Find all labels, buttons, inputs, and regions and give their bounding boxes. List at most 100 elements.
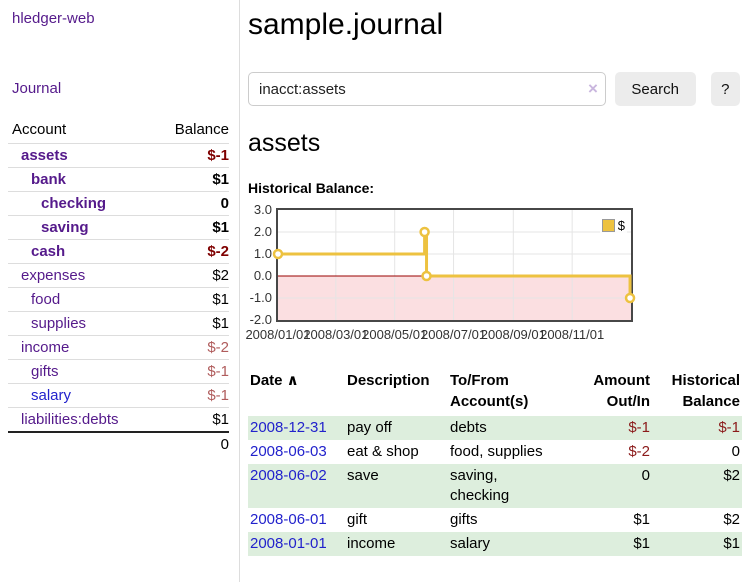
page-title: sample.journal: [248, 8, 444, 41]
transaction-date-link[interactable]: 2008-01-01: [250, 535, 327, 552]
transaction-row[interactable]: 2008-01-01 income salary $1 $1: [248, 532, 742, 556]
x-axis-tick-label: 2008/03/01: [303, 327, 369, 342]
account-row: salary $-1: [8, 383, 229, 408]
register-header-row: Date ∧ Description To/From Account(s) Amoun…: [248, 368, 742, 416]
x-axis-tick-label: 2008/07/01: [420, 327, 487, 342]
transaction-accounts: gifts: [450, 511, 478, 528]
register-column-header[interactable]: Historical Balance: [671, 372, 740, 410]
account-link[interactable]: income: [21, 339, 70, 356]
legend-swatch-icon: [601, 219, 615, 232]
transaction-amount: $1: [633, 535, 650, 552]
account-balance: $-1: [152, 383, 229, 408]
account-link[interactable]: assets: [21, 147, 68, 164]
register-column-header[interactable]: Description: [347, 372, 430, 389]
account-balance: 0: [152, 191, 229, 216]
chart-series-line: [272, 210, 636, 320]
search-input[interactable]: [248, 72, 606, 106]
account-link[interactable]: liabilities:debts: [21, 410, 119, 428]
account-link[interactable]: supplies: [31, 315, 87, 332]
x-axis-tick-label: 2008/11/01: [540, 327, 605, 342]
account-balance: $2: [152, 263, 229, 288]
account-link[interactable]: saving: [41, 219, 89, 236]
account-title: assets: [248, 129, 321, 157]
transaction-row[interactable]: 2008-06-02 save saving, checking 0 $2: [248, 464, 742, 508]
clear-search-icon[interactable]: ×: [587, 79, 598, 98]
account-row: gifts $-1: [8, 359, 229, 384]
account-balance: $1: [152, 167, 229, 192]
transaction-description: gift: [347, 511, 368, 528]
account-row: income $-2: [8, 335, 229, 360]
search-form: × Search ?: [248, 72, 740, 106]
account-row: supplies $1: [8, 311, 229, 336]
help-button[interactable]: ?: [710, 72, 740, 106]
transaction-amount: $1: [633, 511, 650, 528]
x-axis-tick-label: 2008/09/01: [480, 327, 546, 342]
app-brand-link[interactable]: hledger-web: [12, 10, 95, 27]
main-content: sample.journal × Search ? assets Histori…: [240, 0, 742, 582]
account-balance: $1: [152, 215, 229, 240]
account-link[interactable]: salary: [31, 387, 72, 404]
register-column-header[interactable]: Amount Out/In: [593, 372, 650, 410]
account-link[interactable]: cash: [31, 243, 66, 260]
transaction-accounts: salary: [450, 535, 491, 552]
y-axis-tick-label: 1.0: [253, 246, 272, 261]
sidebar-item-journal[interactable]: Journal: [12, 80, 62, 97]
accounts-total-row: 0: [8, 430, 229, 456]
transaction-description: income: [347, 535, 396, 552]
account-row: liabilities:debts $1: [8, 407, 229, 432]
transaction-accounts: debts: [450, 419, 487, 436]
transaction-balance: $2: [723, 467, 740, 484]
y-axis-tick-label: 3.0: [253, 202, 272, 217]
register-table-body: 2008-12-31 pay off debts $-1 $-1 2008-06-…: [248, 416, 742, 556]
transaction-row[interactable]: 2008-12-31 pay off debts $-1 $-1: [248, 416, 742, 440]
account-row: food $1: [8, 287, 229, 312]
transaction-date-link[interactable]: 2008-12-31: [250, 419, 327, 436]
account-link[interactable]: bank: [31, 171, 67, 188]
account-balance: $1: [152, 407, 229, 432]
transaction-date-link[interactable]: 2008-06-02: [250, 467, 327, 484]
transaction-date-link[interactable]: 2008-06-03: [250, 443, 327, 460]
chart-label: Historical Balance:: [248, 180, 375, 196]
account-row: assets $-1: [8, 143, 229, 168]
chart-plot-area[interactable]: $: [272, 208, 636, 322]
register-column-header[interactable]: Date ∧: [250, 372, 299, 389]
sidebar: hledger-web Journal Account Balance asse…: [0, 0, 240, 582]
account-row: cash $-2: [8, 239, 229, 264]
transaction-date-link[interactable]: 2008-06-01: [250, 511, 327, 528]
account-link[interactable]: expenses: [21, 267, 86, 284]
transaction-description: save: [347, 467, 379, 484]
search-button[interactable]: Search: [614, 72, 696, 106]
transaction-row[interactable]: 2008-06-03 eat & shop food, supplies $-2…: [248, 440, 742, 464]
account-balance: $-1: [152, 143, 229, 168]
account-row: checking 0: [8, 191, 229, 216]
transaction-amount: $-1: [628, 419, 650, 436]
accounts-header-account: Account: [12, 121, 67, 138]
historical-balance-chart: $ 3.0 2.0 1.0 0.0 -1.0 -2.0 2008/01/01 2008/03/…: [245, 202, 740, 344]
transaction-description: pay off: [347, 419, 392, 436]
transaction-row[interactable]: 2008-06-01 gift gifts $1 $2: [248, 508, 742, 532]
transaction-accounts: food, supplies: [450, 443, 543, 460]
transaction-amount: $-2: [628, 443, 650, 460]
register-table: Date ∧ Description To/From Account(s) Amoun…: [248, 368, 742, 556]
transaction-balance: $1: [723, 535, 740, 552]
y-axis-tick-label: -1.0: [249, 290, 272, 305]
register-column-header[interactable]: To/From Account(s): [450, 372, 529, 410]
account-row: bank $1: [8, 167, 229, 192]
transaction-balance: 0: [731, 443, 740, 460]
account-row: saving $1: [8, 215, 229, 240]
x-axis-tick-label: 2008/01/01: [245, 327, 311, 342]
legend-label: $: [617, 218, 625, 233]
transaction-accounts: saving, checking: [450, 467, 510, 504]
account-link[interactable]: checking: [41, 195, 107, 212]
account-balance: $1: [152, 311, 229, 336]
y-axis-tick-label: 0.0: [253, 268, 272, 283]
account-link[interactable]: food: [31, 291, 61, 308]
account-balance: $1: [152, 287, 229, 312]
x-axis-tick-label: 2008/05/01: [362, 327, 428, 342]
transaction-balance: $-1: [718, 419, 740, 436]
accounts-table: Account Balance assets $-1 bank $1 checkin…: [8, 118, 229, 456]
account-link[interactable]: gifts: [31, 363, 59, 380]
accounts-table-body: assets $-1 bank $1 checking 0 saving $1 cash…: [8, 143, 229, 456]
accounts-total: 0: [152, 430, 229, 456]
